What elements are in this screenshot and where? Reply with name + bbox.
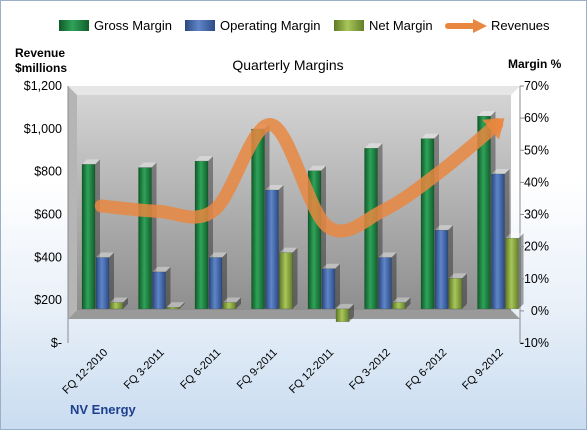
right-tick-label: 20% — [524, 240, 549, 254]
bar-operating-margin — [152, 266, 171, 310]
legend-arrow-icon — [473, 19, 487, 33]
x-tick-label: FQ 9-2011 — [235, 347, 280, 392]
right-axis-title: Margin % — [508, 57, 562, 71]
chart-title: Quarterly Margins — [232, 57, 343, 73]
plot-left-wall — [68, 86, 77, 319]
left-axis-title-line2: $millions — [15, 61, 67, 75]
right-axis-ticks: -10% 0% 10% 20% 30% 40% 50% 60% 70% — [520, 79, 549, 350]
x-tick-label: FQ 9-2012 — [460, 347, 506, 393]
right-tick-label: 30% — [524, 208, 549, 222]
right-tick-label: 50% — [524, 143, 549, 157]
bar-series-group — [81, 111, 524, 322]
plot-floor — [68, 310, 520, 319]
bar-operating-margin — [378, 252, 397, 310]
x-tick-label: FQ 12-2010 — [60, 347, 110, 397]
legend-label-net-margin: Net Margin — [369, 18, 433, 33]
legend-label-operating-margin: Operating Margin — [220, 18, 320, 33]
right-tick-label: 40% — [524, 175, 549, 189]
bar-operating-margin — [208, 252, 227, 310]
left-axis-title-line1: Revenue — [15, 46, 65, 60]
legend-label-revenues: Revenues — [491, 18, 550, 33]
bar-net-margin — [448, 273, 467, 310]
x-tick-label: FQ 6-2012 — [404, 347, 450, 393]
x-tick-label: FQ 12-2011 — [287, 347, 336, 396]
brand-label: NV Energy — [70, 402, 137, 417]
right-tick-label: 60% — [524, 111, 549, 125]
bar-net-margin — [335, 303, 354, 322]
plot-ceiling — [68, 86, 520, 95]
legend-swatch-operating-margin — [185, 20, 215, 31]
bar-net-margin — [279, 247, 298, 310]
legend: Gross Margin Operating Margin Net Margin… — [59, 18, 550, 33]
left-axis-ticks: $- $200 $400 $600 $800 $1,000 $1,200 — [24, 79, 62, 350]
legend-swatch-gross-margin — [59, 20, 89, 31]
bar-net-margin — [392, 297, 411, 310]
bar-operating-margin — [95, 252, 114, 310]
x-axis-ticks: FQ 12-2010 FQ 3-2011 FQ 6-2011 FQ 9-2011 FQ … — [60, 347, 505, 397]
revenue-line — [94, 118, 504, 238]
bar-gross-margin — [364, 143, 383, 310]
bar-net-margin — [109, 297, 128, 310]
right-tick-label: 70% — [524, 79, 549, 93]
revenue-series-group — [94, 118, 505, 238]
bar-net-margin — [166, 302, 185, 310]
bar-net-margin — [505, 233, 524, 310]
left-tick-label: $800 — [34, 165, 62, 179]
x-tick-label: FQ 3-2011 — [122, 347, 167, 392]
left-tick-label: $1,000 — [24, 122, 62, 136]
bar-net-margin — [222, 297, 241, 310]
bar-operating-margin — [321, 263, 340, 310]
legend-label-gross-margin: Gross Margin — [94, 18, 172, 33]
right-tick-label: -10% — [520, 336, 549, 350]
revenue-arrowhead-icon — [482, 118, 505, 140]
left-tick-label: $600 — [34, 208, 62, 222]
right-tick-label: 10% — [524, 272, 549, 286]
right-tick-label: 0% — [531, 304, 549, 318]
x-tick-label: FQ 3-2012 — [347, 347, 393, 393]
left-tick-label: $1,200 — [24, 79, 62, 93]
left-tick-label: $400 — [34, 250, 62, 264]
legend-swatch-net-margin — [334, 20, 364, 31]
x-tick-label: FQ 6-2011 — [178, 347, 223, 392]
left-tick-label: $200 — [34, 293, 62, 307]
left-tick-label: $- — [51, 336, 62, 350]
